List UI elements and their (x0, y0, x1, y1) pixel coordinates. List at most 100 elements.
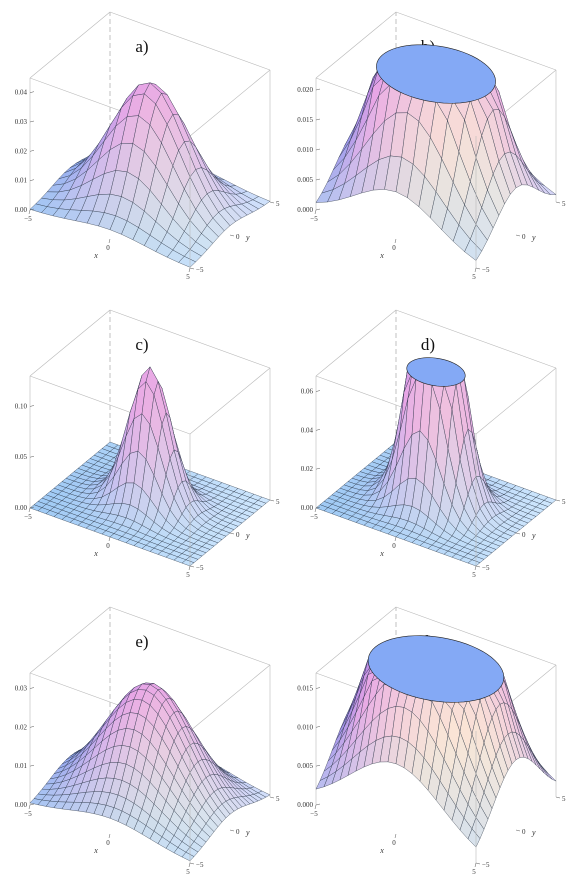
y-tick-label: 5 (276, 498, 280, 506)
y-tick-mark (189, 565, 195, 568)
y-tick-mark (515, 829, 521, 832)
y-tick-label: −5 (196, 266, 204, 274)
x-tick-mark (314, 209, 317, 215)
z-tick-mark (29, 803, 35, 806)
x-tick-label: 5 (186, 273, 190, 281)
z-tick-mark (315, 687, 321, 689)
surface-plot-e: e) 0.00 0.01 0.02 0.03 −5 0 5 x −5 0 5 y (15, 606, 280, 876)
y-tick-mark (269, 796, 275, 799)
surface-patch (464, 238, 482, 261)
y-axis-label: y (245, 531, 250, 540)
z-tick-label: 0.010 (297, 146, 313, 154)
y-tick-label: 0 (522, 233, 526, 241)
surface-mesh (315, 358, 557, 567)
surface-mesh (29, 366, 271, 567)
z-tick-mark (315, 178, 321, 181)
y-tick-label: 0 (236, 233, 240, 241)
surface-mesh (29, 682, 271, 862)
x-tick-label: 5 (472, 571, 476, 579)
y-tick-label: 5 (276, 795, 280, 803)
chart-panel-a: a) 0.00 0.01 0.02 0.03 0.04 −5 0 5 x −5 0 5 y (0, 0, 286, 298)
y-tick-label: 5 (562, 498, 566, 506)
panel-title-c: c) (135, 335, 148, 354)
x-tick-label: 0 (392, 542, 396, 550)
y-tick-label: −5 (196, 861, 204, 869)
y-tick-mark (555, 796, 561, 799)
y-tick-label: −5 (196, 564, 204, 572)
z-tick-mark (315, 764, 321, 767)
x-tick-mark (108, 536, 111, 542)
z-tick-label: 0.04 (301, 426, 314, 434)
y-tick-label: −5 (482, 564, 490, 572)
x-tick-label: 0 (392, 244, 396, 252)
x-axis-label: x (379, 846, 384, 855)
y-tick-label: 5 (562, 795, 566, 803)
z-tick-label: 0.02 (15, 147, 28, 155)
z-tick-mark (29, 455, 35, 458)
x-tick-mark (28, 507, 31, 513)
panel-title-a: a) (135, 37, 148, 56)
y-axis-label: y (531, 531, 536, 540)
x-axis-label: x (93, 846, 98, 855)
x-axis-label: x (93, 549, 98, 558)
x-tick-mark (188, 862, 191, 868)
z-tick-mark (29, 687, 35, 689)
z-tick-label: 0.015 (297, 116, 313, 124)
x-tick-label: 5 (186, 868, 190, 876)
y-tick-mark (515, 532, 521, 535)
z-tick-mark (315, 208, 321, 211)
z-tick-mark (315, 390, 321, 392)
z-tick-mark (315, 429, 321, 431)
x-tick-mark (188, 565, 191, 571)
x-tick-mark (394, 536, 397, 542)
z-tick-label: 0.01 (15, 762, 28, 770)
y-tick-mark (475, 862, 481, 865)
z-tick-label: 0.05 (15, 453, 28, 461)
y-tick-mark (189, 267, 195, 270)
truncated-cap (406, 357, 466, 387)
x-tick-mark (28, 804, 31, 810)
x-axis-label: x (379, 251, 384, 260)
truncated-cap (376, 44, 496, 104)
z-tick-label: 0.06 (301, 388, 314, 396)
y-tick-mark (269, 201, 275, 204)
z-tick-mark (29, 179, 35, 181)
x-axis-label: x (379, 549, 384, 558)
y-tick-mark (555, 499, 561, 502)
z-tick-label: 0.02 (301, 465, 314, 473)
x-tick-mark (474, 862, 477, 868)
x-tick-mark (28, 209, 31, 215)
x-tick-label: −5 (310, 513, 318, 521)
z-tick-mark (315, 803, 321, 806)
z-tick-mark (315, 148, 321, 151)
surface-patch (467, 828, 481, 848)
surface-plot-a: a) 0.00 0.01 0.02 0.03 0.04 −5 0 5 x −5 0 5 y (15, 11, 280, 281)
surface-patch (539, 764, 553, 780)
z-tick-mark (29, 208, 35, 211)
z-tick-label: 0.020 (297, 86, 313, 94)
chart-panel-c: c) 0.00 0.05 0.10 −5 0 5 x −5 0 5 y (0, 298, 286, 596)
x-tick-label: 0 (106, 542, 110, 550)
surface-patch (467, 559, 481, 567)
x-tick-label: −5 (310, 810, 318, 818)
z-tick-label: 0.000 (297, 206, 313, 214)
bounding-box (315, 309, 557, 508)
x-tick-label: 0 (392, 839, 396, 847)
surface-patch (181, 851, 195, 862)
x-tick-mark (188, 267, 191, 273)
x-tick-label: 0 (106, 244, 110, 252)
x-tick-mark (108, 238, 111, 244)
y-tick-mark (555, 201, 561, 204)
z-tick-label: 0.005 (297, 176, 313, 184)
z-tick-label: 0.005 (297, 762, 313, 770)
y-tick-mark (229, 234, 235, 237)
x-tick-label: 5 (186, 571, 190, 579)
x-tick-label: −5 (24, 215, 32, 223)
z-tick-mark (29, 764, 35, 767)
y-axis-label: y (245, 828, 250, 837)
x-tick-mark (474, 565, 477, 571)
